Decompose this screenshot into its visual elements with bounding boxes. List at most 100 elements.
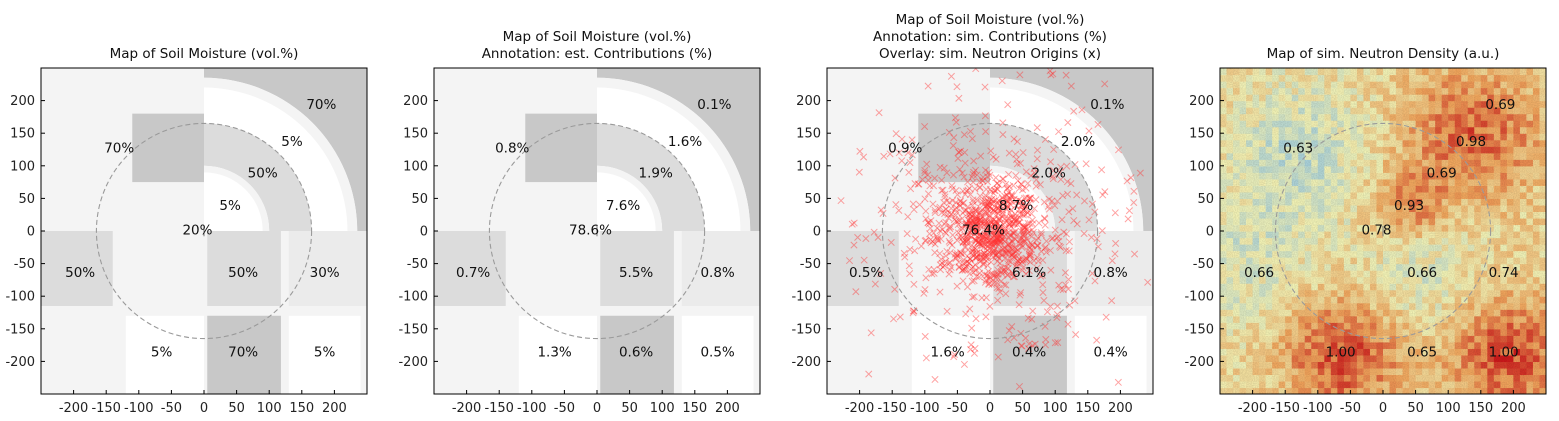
neutron-origin-marker [989, 249, 997, 257]
region-ring-inner-gap [990, 165, 1056, 231]
neutron-origin-marker [984, 201, 992, 209]
chart-title-line: Annotation: est. Contributions (%) [482, 46, 713, 62]
neutron-origin-marker [992, 211, 1000, 220]
annotation-label: 0.98 [1456, 134, 1486, 150]
neutron-origin-marker [1102, 313, 1110, 321]
region-bottom-center [207, 315, 281, 394]
neutron-origin-marker [966, 219, 974, 227]
neutron-origin-marker [1017, 197, 1025, 205]
neutron-origin-marker [946, 239, 954, 247]
neutron-origin-marker [1067, 82, 1075, 90]
neutron-origin-marker [1007, 213, 1016, 222]
neutron-origin-marker [908, 151, 916, 159]
neutron-origin-marker [996, 206, 1005, 214]
neutron-origin-marker [980, 249, 988, 257]
neutron-origin-marker [1002, 281, 1010, 289]
neutron-origin-marker [952, 199, 960, 207]
neutron-origin-marker [877, 206, 885, 214]
neutron-origin-marker [988, 239, 996, 247]
neutron-origin-marker [928, 270, 936, 278]
chart-panel-1: 70%5%70%50%5%20%50% 50% 30%5% 70% 5%-200 -150… [5, 46, 368, 416]
neutron-origin-marker [991, 236, 999, 244]
neutron-origin-marker [1008, 237, 1016, 245]
neutron-origin-marker [1123, 177, 1131, 185]
neutron-origin-marker [1037, 247, 1045, 255]
neutron-origin-marker [994, 235, 1002, 243]
neutron-origin-marker [931, 208, 939, 217]
neutron-origin-marker [989, 253, 997, 261]
neutron-origin-marker [994, 205, 1002, 213]
neutron-origin-marker [1021, 224, 1029, 232]
neutron-origin-marker [982, 208, 990, 216]
neutron-origin-marker [1000, 244, 1008, 252]
neutron-origin-marker [1017, 227, 1025, 235]
neutron-origin-marker [1049, 175, 1057, 183]
neutron-origin-marker [935, 219, 943, 227]
neutron-origin-marker [1051, 226, 1059, 234]
neutron-origin-marker [1026, 194, 1034, 202]
neutron-origin-marker [953, 236, 961, 244]
neutron-origin-marker [939, 263, 947, 271]
region-ring-inner-gap [597, 165, 663, 231]
neutron-origin-marker [955, 217, 963, 225]
neutron-origin-marker [953, 83, 961, 91]
neutron-origin-marker [1013, 138, 1021, 146]
annotation-label: 0.4% [1012, 345, 1046, 361]
chart-panel-4: 0.69 0.98 0.63 0.69 0.930.78 0.66 0.66 0.74 1.00… [1184, 46, 1547, 416]
neutron-origin-marker [1085, 216, 1093, 224]
neutron-origin-marker [1111, 209, 1119, 217]
neutron-origin-marker [996, 233, 1004, 241]
neutron-origin-marker [1017, 240, 1025, 248]
neutron-origin-marker [990, 186, 998, 195]
annotation-label: 0.8% [700, 265, 734, 281]
annotation-label: 0.4% [1093, 345, 1127, 361]
neutron-origin-marker [988, 269, 996, 277]
neutron-origin-marker [996, 259, 1004, 267]
region-right [681, 231, 760, 306]
neutron-origin-marker [1045, 205, 1053, 213]
neutron-origin-marker [962, 206, 970, 214]
annotation-label: 50% [65, 265, 95, 281]
neutron-origin-marker [1028, 233, 1036, 241]
neutron-origin-marker [1080, 230, 1088, 238]
neutron-origin-marker [1039, 288, 1047, 297]
neutron-origin-marker [1080, 197, 1089, 205]
neutron-origin-marker [941, 257, 949, 266]
neutron-origin-marker [998, 213, 1006, 221]
neutron-origin-marker [992, 222, 1000, 231]
neutron-origin-marker [968, 216, 976, 224]
annotation-label: 20% [182, 223, 212, 239]
neutron-origin-marker [960, 207, 968, 215]
neutron-origin-marker [1055, 242, 1064, 250]
neutron-origin-marker [931, 174, 939, 182]
neutron-origin-marker [1016, 236, 1024, 244]
footprint-circle [95, 122, 313, 340]
neutron-origin-marker [1021, 202, 1029, 210]
neutron-origin-marker [1033, 146, 1042, 154]
neutron-origin-marker [896, 313, 904, 321]
neutron-origin-marker [892, 201, 900, 209]
neutron-origin-marker [967, 226, 975, 234]
neutron-origin-marker [961, 222, 969, 230]
neutron-origin-marker [1005, 249, 1013, 257]
neutron-origin-marker [943, 169, 951, 177]
neutron-origin-marker [952, 217, 960, 225]
neutron-origin-marker [930, 269, 938, 277]
neutron-origin-marker [955, 263, 963, 271]
neutron-origin-marker [975, 219, 983, 227]
neutron-origin-marker [977, 218, 985, 226]
neutron-origin-marker [982, 254, 990, 262]
neutron-origin-marker [989, 153, 997, 161]
neutron-origin-marker [975, 209, 983, 217]
neutron-origin-marker [948, 241, 956, 249]
neutron-origin-marker [992, 251, 1000, 259]
neutron-origin-marker [960, 256, 968, 264]
neutron-origin-marker [990, 246, 998, 254]
neutron-origin-marker [931, 240, 939, 248]
neutron-origin-marker [990, 232, 998, 240]
neutron-origin-marker [959, 209, 967, 217]
neutron-origin-marker [963, 283, 972, 291]
neutron-origin-marker [993, 179, 1001, 187]
neutron-origin-marker [898, 135, 906, 143]
neutron-origin-marker [1005, 219, 1013, 227]
